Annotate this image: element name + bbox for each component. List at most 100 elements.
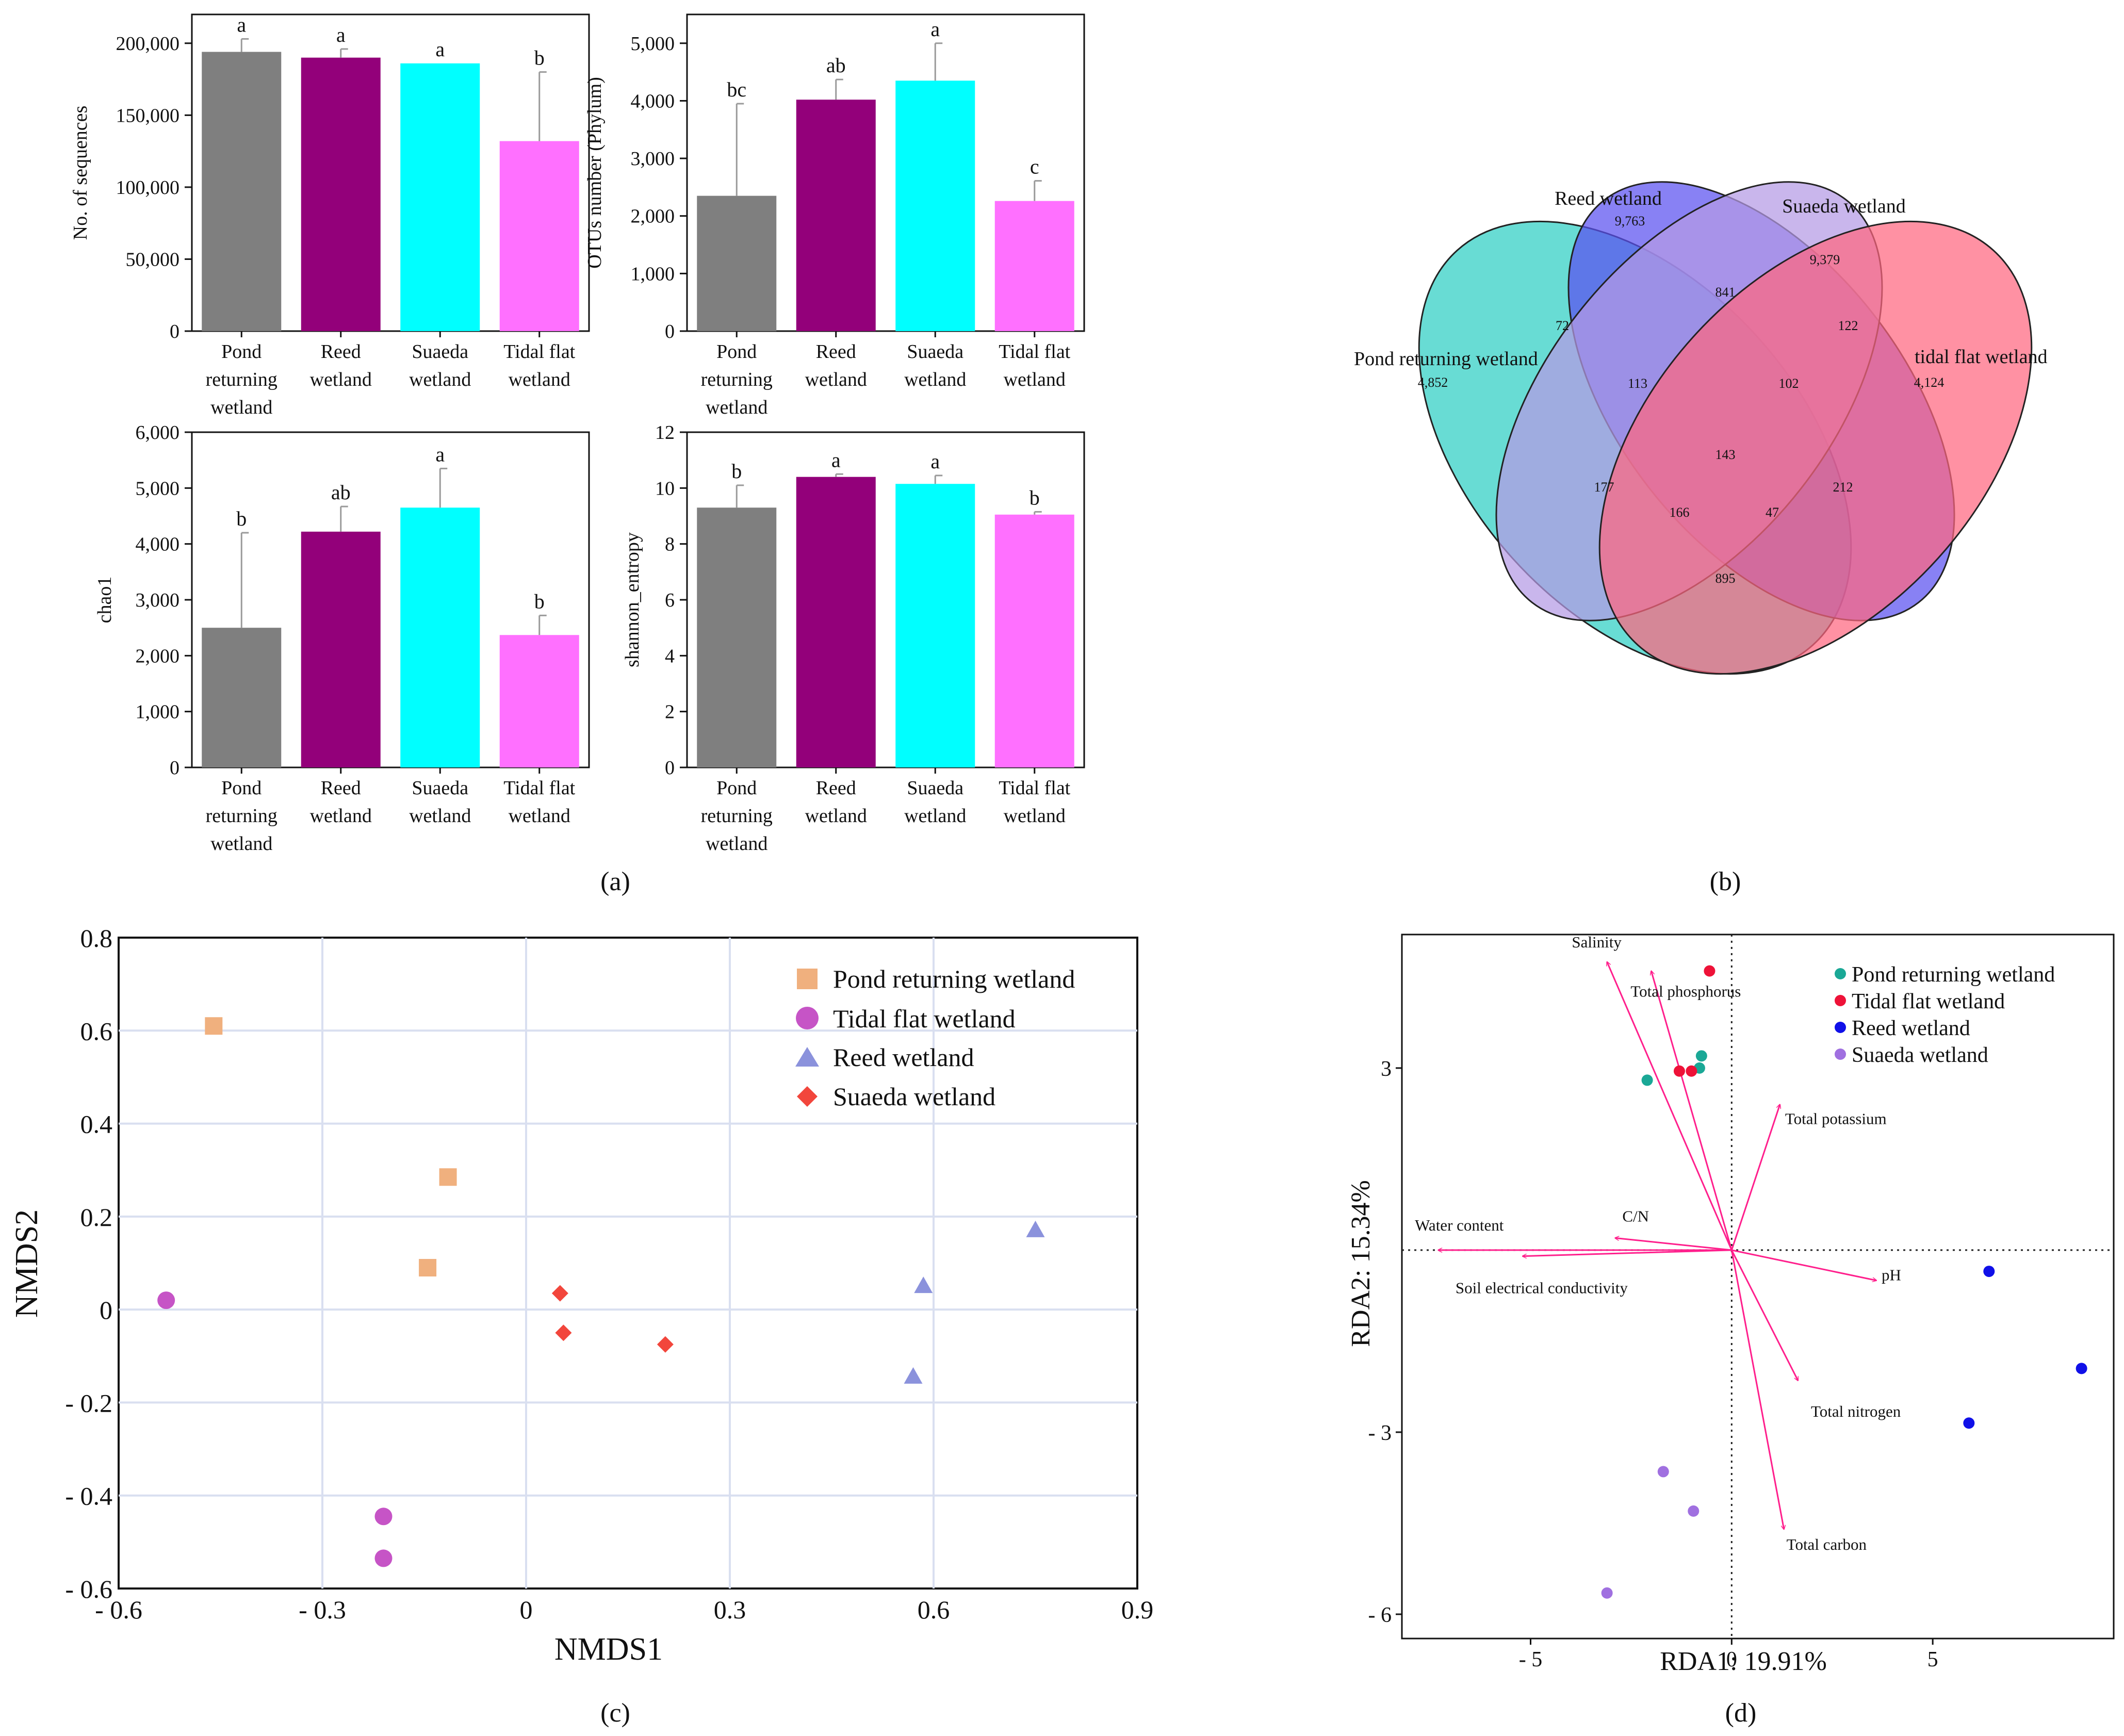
venn-count-pond-reed-tidal: 47 [1766,505,1779,520]
y-tick-label: 1,000 [136,701,180,723]
rda-vector-arrow [1615,1238,1732,1251]
bar [994,514,1074,767]
bar-plot-frame [686,13,1085,332]
bar [400,507,480,767]
bar [202,628,282,767]
category-label: Tidal flat [999,341,1070,363]
y-tick-label: 2,000 [631,206,675,227]
legend-label-reed: Reed wetland [833,1043,974,1072]
rda-vector-label: Salinity [1572,933,1622,951]
category-label: Tidal flat [503,341,575,363]
rda-vector-label: Water content [1415,1216,1504,1234]
legend-marker-pond [797,969,818,989]
rda-vector-arrow [1607,962,1733,1251]
rda-point [1983,1266,1995,1278]
category-label: Reed [321,341,361,363]
y-tick-label: 4,000 [631,90,675,112]
y-axis-label: No. of sequences [70,106,91,240]
y-tick-label: 0 [170,757,179,779]
category-label: Reed [816,777,856,799]
rda-vectors: Salinity Total phosphorus Total potassium W… [1415,933,1901,1553]
rda-point [1688,1505,1700,1517]
category-label: wetland [310,369,372,390]
x-tick-label: 0.9 [1121,1595,1154,1624]
category-label: wetland [509,805,570,827]
y-tick-label: 0.8 [80,924,113,953]
x-tick-label: - 0.3 [299,1595,346,1624]
rda-vector-label: Total nitrogen [1811,1402,1901,1420]
rda-legend-label-pond: Pond returning wetland [1852,963,2055,987]
y-tick-label: - 6 [1368,1603,1392,1627]
bar [301,57,381,331]
venn-diagram [1418,181,2033,675]
panel-label-d: (d) [1725,1698,1757,1728]
bar [697,195,777,331]
venn-count-pond-suaeda-tidal: 166 [1670,505,1690,520]
y-tick-label: 0 [665,321,675,342]
y-tick-label: 0.4 [80,1110,113,1139]
legend-label-pond: Pond returning wetland [833,964,1075,993]
panel-c: - 0.6 - 0.3 0 0.3 0.6 0.9 - 0.6 - 0.4 - 0.2 0 0.2 0… [9,924,1153,1728]
nmds-x-axis-label: NMDS1 [554,1632,663,1667]
y-tick-label: - 3 [1368,1421,1392,1445]
y-axis-label: OTUs number (Phylum) [584,77,606,269]
bar [400,63,480,331]
category-label: wetland [509,369,570,390]
significance-letter: ab [826,54,846,77]
nmds-point-circle [374,1549,393,1567]
category-label: Tidal flat [999,777,1070,799]
x-tick-label: 0 [520,1595,533,1624]
y-tick-label: - 0.6 [65,1575,112,1603]
y-axis-label: shannon_entropy [622,532,643,667]
significance-letter: a [435,443,445,466]
bar [499,635,579,767]
bar [895,484,975,767]
rda-point [1695,1050,1707,1062]
category-label: Pond [716,777,757,799]
bar-chart-sequences: 0 50,000 100,000 150,000 200,000 No. of seque… [70,13,590,418]
venn-count-all-four: 143 [1715,447,1736,462]
bar-chart-chao1: 0 1,000 2,000 3,000 4,000 5,000 6,000 chao1 b Pon… [94,422,590,855]
panel-label-a: (a) [600,867,630,896]
x-tick-label: 0 [1726,1648,1737,1672]
venn-count-pond-only: 4,852 [1418,375,1448,390]
significance-letter: b [1030,486,1040,509]
y-tick-label: 2,000 [136,645,180,667]
rda-point [2076,1363,2087,1374]
panel-label-c: (c) [600,1698,630,1728]
y-tick-label: 0 [170,321,179,342]
x-tick-label: 5 [1927,1648,1938,1672]
venn-count-pond-tidal: 895 [1715,571,1736,586]
category-label: wetland [210,833,272,855]
bar-chart-otus: 0 1,000 2,000 3,000 4,000 5,000 OTUs number (P… [584,13,1085,418]
y-tick-label: 12 [655,422,675,444]
rda-points [1601,965,2087,1599]
panel-label-b: (b) [1710,867,1741,896]
y-tick-label: - 0.4 [65,1482,112,1511]
rda-point [1963,1417,1975,1429]
y-tick-label: 100,000 [116,177,180,199]
rda-point [1686,1065,1697,1077]
legend-dot-reed [1835,1022,1846,1033]
category-label: Suaeda [907,341,963,363]
legend-dot-tidal [1835,995,1846,1006]
x-tick-label: - 5 [1519,1648,1543,1672]
legend-dot-suaeda [1835,1049,1846,1060]
y-tick-label: 0 [665,757,675,779]
bar [499,141,579,331]
rda-legend-label-tidal: Tidal flat wetland [1852,990,2005,1013]
venn-count-reed-only: 9,763 [1615,214,1645,228]
category-label: returning [206,805,277,827]
y-tick-label: 0.2 [80,1203,113,1232]
venn-count-reed-tidal: 212 [1833,480,1853,495]
venn-label-reed: Reed wetland [1555,188,1662,209]
rda-vector-label: Total phosphorus [1630,982,1741,1001]
y-tick-label: 200,000 [116,33,180,55]
venn-label-tidal: tidal flat wetland [1915,346,2047,368]
nmds-points [157,1017,1045,1567]
nmds-y-axis-label: NMDS2 [9,1209,44,1318]
category-label: wetland [706,833,767,855]
nmds-point-circle [157,1291,175,1309]
significance-letter: b [534,46,545,70]
